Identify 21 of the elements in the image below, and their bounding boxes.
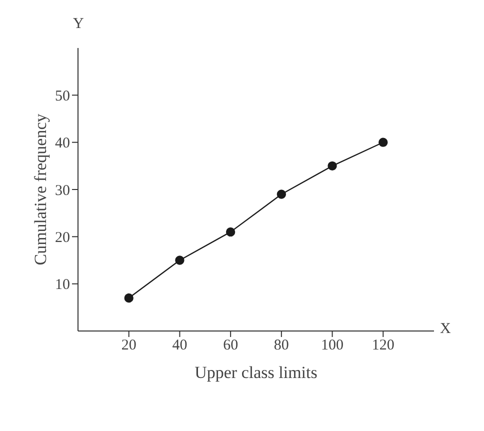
x-tick-label: 80 [274, 338, 289, 354]
x-axis-title: Upper class limits [194, 363, 318, 382]
y-tick-label: 40 [55, 136, 70, 152]
text: X [440, 321, 451, 338]
y-tick-label: 20 [55, 230, 70, 246]
point [378, 138, 388, 147]
point [175, 256, 184, 265]
x-tick-label: 120 [372, 338, 394, 354]
x-tick-label: 60 [223, 338, 238, 354]
y-tick-label: 50 [55, 88, 70, 104]
point [276, 190, 286, 199]
point [124, 293, 134, 303]
point [328, 161, 337, 171]
text: Y [73, 16, 84, 33]
x-tick-label: 20 [121, 338, 136, 354]
point [226, 227, 236, 237]
x-tick-label: 100 [321, 338, 344, 354]
x-tick-label: 40 [172, 338, 188, 354]
y-tick-label: 30 [55, 182, 70, 199]
y-tick-label: 10 [55, 277, 70, 294]
y-axis-title: Cumulative frequency [31, 113, 50, 266]
